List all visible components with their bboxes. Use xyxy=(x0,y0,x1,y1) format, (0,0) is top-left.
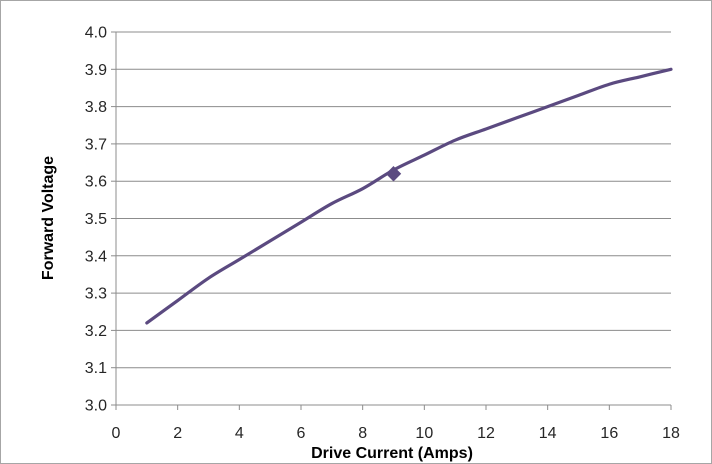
y-tick-label: 3.9 xyxy=(85,62,107,79)
x-tick-label: 0 xyxy=(112,425,121,442)
y-tick-label: 3.6 xyxy=(85,174,107,191)
x-tick-label: 16 xyxy=(600,425,618,442)
data-point-diamond xyxy=(385,166,402,182)
x-tick-label: 18 xyxy=(662,425,680,442)
x-axis-title: Drive Current (Amps) xyxy=(311,445,473,462)
x-tick-label: 4 xyxy=(235,425,244,442)
x-tick-labels: 0 2 4 6 8 10 12 14 16 18 xyxy=(112,425,680,442)
y-tick-label: 3.8 xyxy=(85,99,107,116)
y-tick-label: 3.2 xyxy=(85,323,107,340)
y-axis-title: Forward Voltage xyxy=(40,156,57,280)
axes xyxy=(111,31,672,410)
y-tick-label: 3.1 xyxy=(85,360,107,377)
x-tick-label: 2 xyxy=(173,425,182,442)
x-tick-label: 10 xyxy=(415,425,433,442)
x-tick-label: 6 xyxy=(297,425,306,442)
series-layer xyxy=(145,67,673,325)
x-tick-label: 14 xyxy=(539,425,557,442)
markers xyxy=(385,166,402,182)
y-tick-label: 3.3 xyxy=(85,286,107,303)
x-tick-label: 12 xyxy=(477,425,495,442)
x-tick-label: 8 xyxy=(358,425,367,442)
y-tick-labels: 3.0 3.1 3.2 3.3 3.4 3.5 3.6 3.7 3.8 3.9 4.0 xyxy=(85,25,107,415)
y-tick-label: 3.5 xyxy=(85,211,107,228)
y-tick-label: 3.0 xyxy=(85,398,107,415)
series-line xyxy=(145,67,673,325)
y-tick-label: 3.7 xyxy=(85,136,107,153)
y-tick-label: 3.4 xyxy=(85,248,107,265)
y-tick-label: 4.0 xyxy=(85,25,107,42)
